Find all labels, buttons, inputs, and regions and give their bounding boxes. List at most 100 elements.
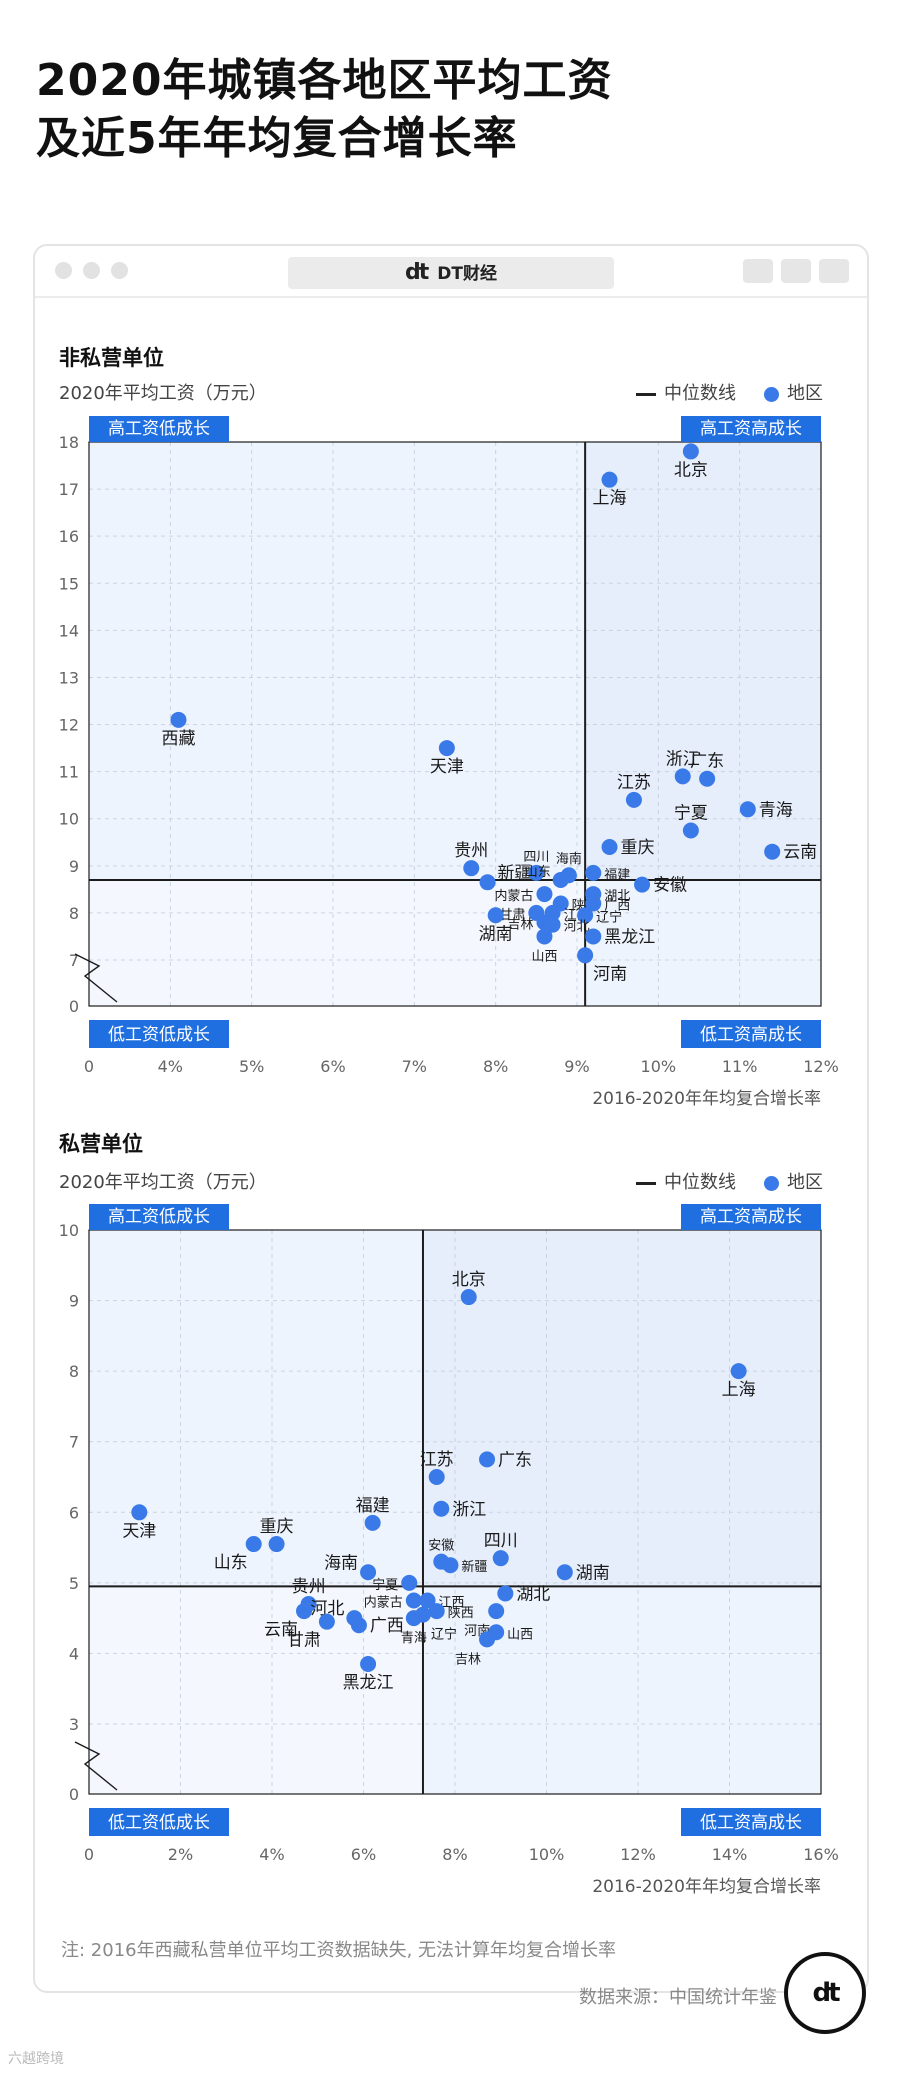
- legend-region-label: 地区: [787, 383, 823, 404]
- point-label: 陕西: [448, 1606, 474, 1621]
- share-icon[interactable]: [781, 259, 811, 283]
- point-label: 上海: [722, 1380, 756, 1400]
- data-point: [601, 838, 618, 855]
- point-label: 甘肃: [287, 1631, 321, 1651]
- y-tick-label: 12: [59, 716, 79, 735]
- x-tick-label: 16%: [803, 1845, 839, 1864]
- point-label: 西藏: [161, 729, 195, 749]
- axis-break-mark: [74, 953, 118, 1003]
- x-tick-label: 11%: [722, 1057, 758, 1076]
- y-tick-label: 14: [59, 621, 79, 640]
- data-point: [419, 1592, 436, 1609]
- quadrant-tag-low-low-bg: [89, 1020, 229, 1048]
- window-title-bar: dt DT财经: [288, 257, 614, 289]
- data-point: [268, 1536, 285, 1553]
- quadrant-low-high-bg: [422, 1586, 821, 1794]
- plot-frame: [88, 1229, 822, 1795]
- x-tick-label: 8%: [442, 1845, 467, 1864]
- data-point: [433, 1500, 450, 1517]
- y-tick-label: 13: [59, 668, 79, 687]
- maximize-dot-icon[interactable]: [111, 262, 128, 279]
- median-line-icon: [636, 392, 656, 396]
- data-point: [131, 1504, 148, 1521]
- y-tick-label: 4: [69, 1644, 79, 1663]
- data-point: [577, 947, 594, 964]
- point-label: 辽宁: [596, 909, 622, 925]
- point-label: 吉林: [507, 917, 533, 932]
- footnote: 注: 2016年西藏私营单位平均工资数据缺失, 无法计算年均复合增长率: [61, 1940, 617, 1961]
- x-tick-label: 12%: [803, 1057, 839, 1076]
- chart1-ylabel: 2020年平均工资（万元）: [59, 383, 267, 404]
- data-point: [699, 770, 716, 787]
- data-point: [360, 1564, 377, 1581]
- data-point: [360, 1656, 377, 1673]
- chart2-scatter: 0 2% 4% 6% 8% 10% 12% 14% 16% 0 3 4 5 6 7 8 9 10 高工资低成长 高工资…: [59, 1204, 839, 1897]
- x-tick-label: 14%: [712, 1845, 748, 1864]
- quadrant-tag-high-low: 高工资低成长: [108, 1207, 210, 1227]
- dt-logo-button[interactable]: dt: [784, 1952, 866, 2034]
- data-point: [634, 876, 651, 893]
- x-axis-title: 2016-2020年年均复合增长率: [592, 1877, 821, 1897]
- x-tick-label: 0: [84, 1057, 94, 1076]
- minimize-dot-icon[interactable]: [83, 262, 100, 279]
- data-point: [170, 711, 187, 728]
- quadrant-tag-low-high: 低工资高成长: [700, 1025, 802, 1045]
- title-line-1: 2020年城镇各地区平均工资: [36, 55, 613, 106]
- data-point: [318, 1613, 335, 1630]
- data-point: [682, 822, 699, 839]
- point-label: 河北: [310, 1599, 344, 1619]
- y-tick-label: 15: [59, 574, 79, 593]
- point-label: 宁夏: [372, 1577, 398, 1593]
- point-label: 福建: [356, 1496, 390, 1516]
- point-label: 吉林: [455, 1652, 481, 1667]
- x-axis-title: 2016-2020年年均复合增长率: [592, 1089, 821, 1109]
- copy-icon[interactable]: [819, 259, 849, 283]
- data-point: [544, 916, 561, 933]
- point-label: 海南: [324, 1553, 358, 1573]
- data-point: [479, 1451, 496, 1468]
- data-point: [460, 1289, 477, 1306]
- point-label: 新疆: [498, 863, 532, 883]
- point-label: 江苏: [617, 773, 651, 793]
- y-tick-label: 7: [69, 1433, 79, 1452]
- quadrant-tag-low-low-bg: [89, 1808, 229, 1836]
- point-label: 海南: [556, 851, 582, 867]
- x-tick-label: 5%: [239, 1057, 264, 1076]
- data-point: [364, 1514, 381, 1531]
- point-label: 青海: [401, 1631, 427, 1646]
- point-label: 浙江: [452, 1500, 486, 1520]
- y-tick-label: 16: [59, 527, 79, 546]
- chart-window: dt DT财经 非私营单位 2020年平均工资（万元） 中位数线 地区 0 4% 5% 6…: [33, 244, 869, 2008]
- data-point: [528, 864, 545, 881]
- y-tick-label: 8: [69, 1362, 79, 1381]
- chart1-scatter: 0 4% 5% 6% 7% 8% 9% 10% 11% 12% 0 7 8 9 10 11 12 13 14 15 16…: [59, 416, 839, 1109]
- data-point: [479, 1631, 496, 1648]
- y-tick-label: 9: [69, 857, 79, 876]
- point-label: 广西: [370, 1616, 404, 1636]
- quadrant-tag-high-high-bg: [681, 1204, 821, 1230]
- data-point: [488, 1603, 505, 1620]
- point-label: 福建: [604, 868, 630, 883]
- point-label: 内蒙古: [494, 888, 533, 904]
- data-point: [601, 471, 618, 488]
- dt-logo-icon: dt: [405, 260, 429, 285]
- point-label: 重庆: [621, 838, 655, 858]
- point-label: 四川: [523, 850, 549, 865]
- data-point: [350, 1617, 367, 1634]
- data-point: [536, 886, 553, 903]
- data-point: [296, 1603, 313, 1620]
- window-titlebar: dt DT财经: [35, 246, 867, 298]
- quadrant-tag-high-low-bg: [89, 416, 229, 442]
- point-label: 云南: [264, 1620, 298, 1640]
- point-label: 山东: [525, 865, 551, 880]
- chart2-legend: 中位数线 地区: [636, 1168, 823, 1194]
- record-icon[interactable]: [743, 259, 773, 283]
- legend-median-label: 中位数线: [664, 383, 736, 404]
- data-point: [442, 1557, 459, 1574]
- data-point: [428, 1603, 445, 1620]
- data-point: [682, 443, 699, 460]
- x-tick-label: 7%: [402, 1057, 427, 1076]
- close-dot-icon[interactable]: [55, 262, 72, 279]
- quadrant-tag-high-high: 高工资高成长: [700, 1207, 802, 1227]
- y-tick-label: 10: [59, 810, 79, 829]
